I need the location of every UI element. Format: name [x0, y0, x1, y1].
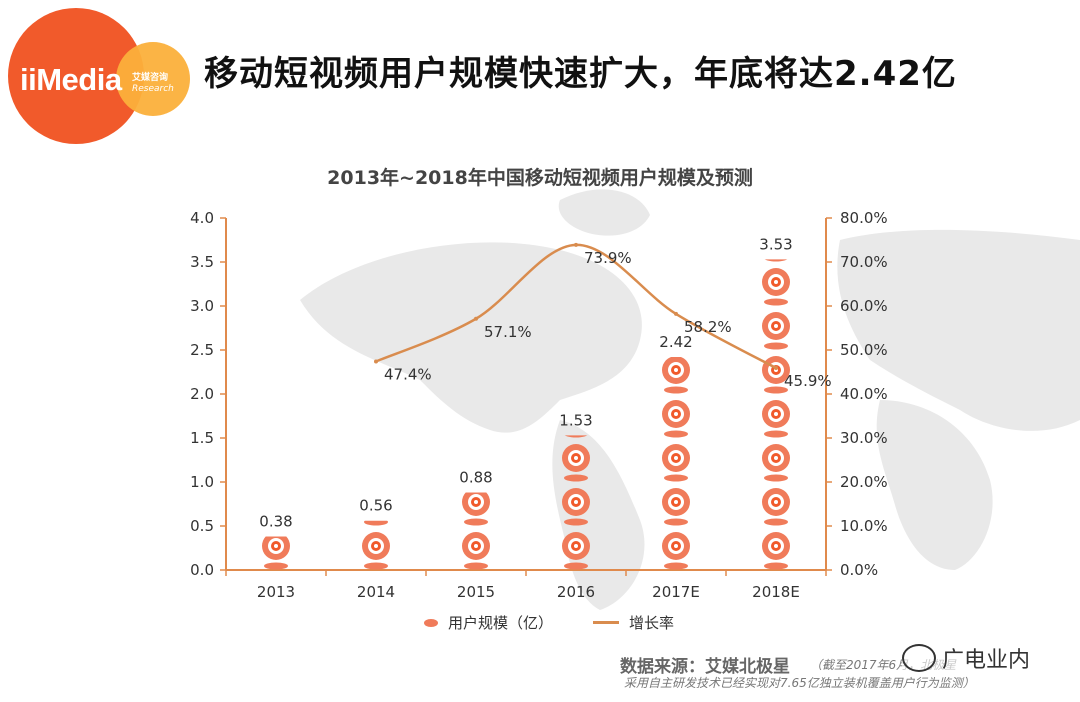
- growth-rate-point: [374, 359, 378, 364]
- webcam-icon: [262, 536, 290, 570]
- y-right-tick-label: 40.0%: [840, 385, 888, 403]
- growth-rate-line: [375, 243, 777, 370]
- webcam-icon: [662, 444, 690, 482]
- webcam-icon: [362, 532, 390, 570]
- bar-value-label: 0.56: [359, 497, 392, 515]
- webcam-icon: [764, 259, 788, 262]
- legend-bar-label: 用户规模（亿）: [448, 614, 554, 632]
- y-left-tick-label: 4.0: [190, 209, 214, 227]
- webcam-icon: [662, 357, 690, 394]
- y-right-tick-label: 20.0%: [840, 473, 888, 491]
- webcam-icon: [562, 488, 590, 526]
- x-tick-label: 2014: [357, 583, 395, 601]
- bar-value-label: 1.53: [559, 411, 592, 429]
- chart-title: 2013年~2018年中国移动短视频用户规模及预测: [327, 167, 753, 189]
- webcam-icon: [762, 444, 790, 482]
- bar-2018E: [762, 259, 790, 570]
- y-left-tick-label: 3.5: [190, 253, 214, 271]
- x-tick-label: 2018E: [752, 583, 800, 601]
- bar-value-label: 2.42: [659, 333, 692, 351]
- y-right-tick-label: 10.0%: [840, 517, 888, 535]
- webcam-icon: [762, 312, 790, 350]
- watermark-text: 广电业内: [942, 648, 1031, 673]
- y-right-tick-label: 50.0%: [840, 341, 888, 359]
- x-tick-label: 2013: [257, 583, 295, 601]
- webcam-icon: [462, 532, 490, 570]
- y-right-tick-label: 30.0%: [840, 429, 888, 447]
- webcam-icon: [562, 444, 590, 482]
- watermark: 广电业内: [902, 642, 1031, 674]
- logo: iiMedia 艾媒咨询 Research: [8, 8, 198, 158]
- legend-line-label: 增长率: [629, 614, 675, 632]
- webcam-icon: [462, 492, 490, 526]
- legend-bar-marker: [424, 618, 438, 627]
- y-left-tick-label: 2.5: [190, 341, 214, 359]
- webcam-icon: [564, 435, 588, 438]
- webcam-icon: [662, 400, 690, 438]
- growth-rate-label: 58.2%: [684, 318, 732, 336]
- logo-circle-secondary: [116, 42, 190, 116]
- x-tick-label: 2015: [457, 583, 495, 601]
- bar-value-label: 3.53: [759, 235, 792, 253]
- growth-rate-point: [574, 242, 578, 247]
- bar-2014: [362, 520, 390, 570]
- source-note-2: 采用自主研发技术已经实现对7.65亿独立装机覆盖用户行为监测）: [624, 676, 975, 690]
- logo-brand-cn: 艾媒咨询: [132, 73, 169, 83]
- wechat-icon: [902, 644, 936, 672]
- y-right-tick-label: 80.0%: [840, 209, 888, 227]
- y-left-tick-label: 2.0: [190, 385, 214, 403]
- x-tick-label: 2016: [557, 583, 595, 601]
- bar-value-label: 0.88: [459, 469, 492, 487]
- logo-brand-en: Research: [132, 84, 174, 94]
- growth-rate-point: [474, 316, 478, 321]
- webcam-icon: [364, 520, 388, 526]
- webcam-icon: [562, 532, 590, 570]
- x-tick-label: 2017E: [652, 583, 700, 601]
- y-left-tick-label: 0.0: [190, 561, 214, 579]
- webcam-icon: [762, 488, 790, 526]
- growth-rate-point: [774, 366, 778, 371]
- growth-rate-label: 57.1%: [484, 323, 532, 341]
- page-headline: 移动短视频用户规模快速扩大，年底将达2.42亿: [204, 54, 957, 94]
- webcam-icon: [762, 532, 790, 570]
- chart-legend: 用户规模（亿） 增长率: [424, 612, 674, 633]
- bar-value-label: 0.38: [259, 513, 292, 531]
- bar-2016: [562, 435, 590, 570]
- bar-2017E: [662, 357, 690, 570]
- growth-rate-point: [674, 311, 678, 316]
- y-left-tick-label: 3.0: [190, 297, 214, 315]
- y-left-tick-label: 0.5: [190, 517, 214, 535]
- legend-line-marker: [593, 621, 620, 624]
- webcam-icon: [762, 268, 790, 306]
- webcam-icon: [662, 532, 690, 570]
- y-right-tick-label: 60.0%: [840, 297, 888, 315]
- y-left-tick-label: 1.0: [190, 473, 214, 491]
- logo-brand: iiMedia: [20, 62, 122, 97]
- webcam-icon: [662, 488, 690, 526]
- growth-rate-label: 73.9%: [584, 249, 632, 267]
- source-label: 数据来源：艾媒北极星: [620, 657, 790, 677]
- growth-rate-label: 47.4%: [384, 365, 432, 383]
- bar-2015: [462, 492, 490, 570]
- growth-rate-label: 45.9%: [784, 372, 832, 390]
- y-left-tick-label: 1.5: [190, 429, 214, 447]
- y-right-tick-label: 0.0%: [840, 561, 878, 579]
- webcam-icon: [762, 400, 790, 438]
- y-right-tick-label: 70.0%: [840, 253, 888, 271]
- bar-2013: [262, 536, 290, 570]
